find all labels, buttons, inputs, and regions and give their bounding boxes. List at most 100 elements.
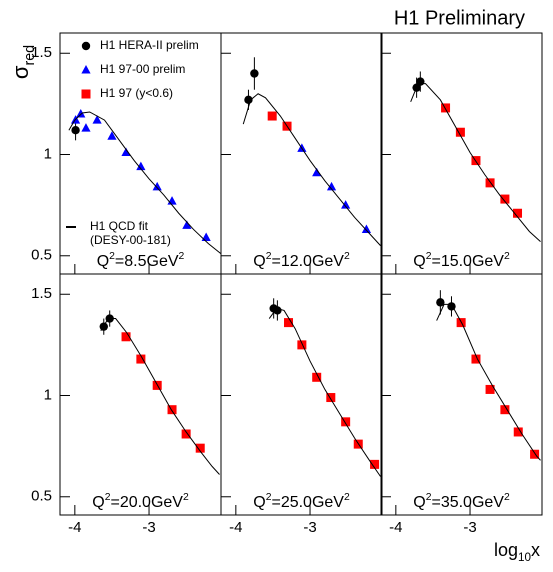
plot-area xyxy=(436,290,541,461)
legend-label: H1 97 (y<0.6) xyxy=(100,86,173,100)
plot-area xyxy=(410,71,541,242)
y-tick-label: 1 xyxy=(44,386,52,403)
script: 10 xyxy=(518,551,532,564)
point xyxy=(485,178,495,188)
panel-label: Q2=15.0GeV2 xyxy=(413,251,510,270)
text-part: Q xyxy=(92,494,104,511)
x-tick-label: -3 xyxy=(142,519,155,536)
script: 2 xyxy=(426,492,432,503)
script: 2 xyxy=(183,492,189,503)
panel-frame xyxy=(380,273,543,516)
point xyxy=(370,459,380,469)
legend-label: H1 HERA-II prelim xyxy=(100,38,199,52)
legend-note: (DESY-00-181) xyxy=(90,233,171,247)
point xyxy=(312,372,322,382)
fit-curve xyxy=(68,111,221,255)
script: 2 xyxy=(344,492,350,503)
script: 2 xyxy=(426,251,432,262)
point xyxy=(107,131,117,140)
y-tick-label: 0.5 xyxy=(31,247,52,264)
point xyxy=(485,384,495,394)
point xyxy=(500,194,510,204)
panel-frame xyxy=(220,32,383,275)
point xyxy=(436,298,445,307)
plot-area xyxy=(99,310,220,475)
text-part: Q xyxy=(413,494,425,511)
point xyxy=(361,224,372,233)
text-part: σ xyxy=(8,65,33,79)
panel-frame xyxy=(59,273,222,516)
point xyxy=(530,449,540,459)
panel-label: Q2=25.0GeV2 xyxy=(253,492,350,511)
point xyxy=(250,69,259,78)
point xyxy=(312,167,322,177)
point xyxy=(76,109,86,118)
text-part: x xyxy=(531,540,540,560)
panel-label: Q2=8.5GeV2 xyxy=(97,251,185,270)
point xyxy=(81,123,91,132)
text-part: =12.0GeV xyxy=(271,253,344,270)
y-axis-label: σred xyxy=(8,45,38,79)
script: 2 xyxy=(504,251,510,262)
point xyxy=(513,427,523,437)
x-tick-label: -4 xyxy=(229,519,242,536)
point xyxy=(136,354,146,364)
point xyxy=(341,417,351,427)
script: 2 xyxy=(109,251,115,262)
x-tick-label: -4 xyxy=(68,519,81,536)
legend-label: H1 97-00 prelim xyxy=(100,62,185,76)
point xyxy=(136,161,146,171)
point xyxy=(326,393,336,403)
fit-curve xyxy=(436,303,541,461)
x-tick-label: -3 xyxy=(463,519,476,536)
text-part: Q xyxy=(413,253,425,270)
point xyxy=(326,181,337,191)
point xyxy=(121,332,131,342)
point xyxy=(267,111,277,121)
point xyxy=(513,208,523,218)
point xyxy=(195,443,205,453)
chart-title: H1 Preliminary xyxy=(394,7,525,29)
text-part: Q xyxy=(97,253,109,270)
plot-area xyxy=(242,57,381,246)
plot-area xyxy=(268,298,381,477)
fit-curve xyxy=(100,318,220,475)
point xyxy=(167,405,177,415)
point xyxy=(455,127,465,137)
text-part: =20.0GeV xyxy=(110,494,183,511)
text-part: =15.0GeV xyxy=(431,253,504,270)
panel-label: Q2=20.0GeV2 xyxy=(92,492,189,511)
panel-frame xyxy=(220,273,383,516)
point xyxy=(181,429,191,439)
point xyxy=(297,340,307,350)
panel-label: Q2=35.0GeV2 xyxy=(413,492,510,511)
text-part: =25.0GeV xyxy=(271,494,344,511)
fit-curve xyxy=(268,307,381,477)
point xyxy=(284,318,294,328)
script: 2 xyxy=(504,492,510,503)
legend-marker xyxy=(81,41,91,51)
panel-label: Q2=12.0GeV2 xyxy=(253,251,350,270)
script: 2 xyxy=(344,251,350,262)
text-part: Q xyxy=(253,494,265,511)
script: 2 xyxy=(179,251,185,262)
y-tick-label: 1.5 xyxy=(31,44,52,61)
legend-label: H1 QCD fit xyxy=(90,219,149,233)
point xyxy=(71,126,80,135)
point xyxy=(273,306,282,315)
panel-frame xyxy=(380,32,543,275)
point xyxy=(182,220,192,229)
text-part: =35.0GeV xyxy=(431,494,504,511)
script: 2 xyxy=(105,492,111,503)
point xyxy=(471,354,481,364)
text-part: log xyxy=(494,540,518,560)
y-tick-label: 0.5 xyxy=(31,488,52,505)
point xyxy=(500,405,510,415)
script: 2 xyxy=(266,251,272,262)
plot-area xyxy=(68,109,221,255)
legend-marker xyxy=(81,89,91,99)
y-tick-label: 1.5 xyxy=(31,285,52,302)
y-tick-label: 1 xyxy=(44,145,52,162)
point xyxy=(92,115,102,124)
